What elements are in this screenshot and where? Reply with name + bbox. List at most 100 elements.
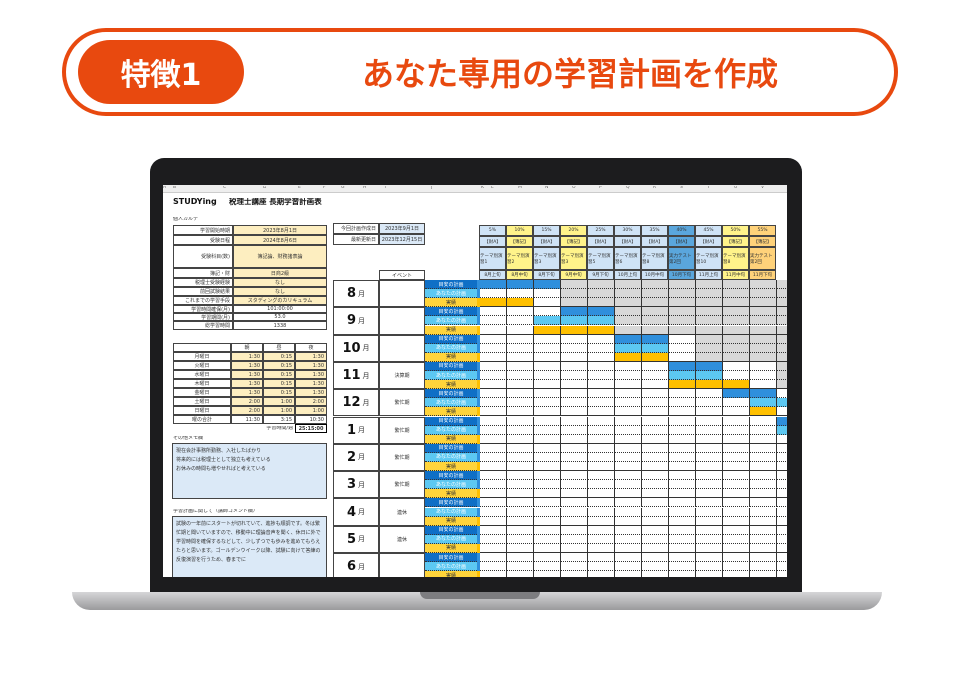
gantt-cell[interactable] [561, 343, 588, 353]
time-value[interactable]: 1:30 [295, 370, 327, 379]
gantt-cell[interactable] [696, 416, 723, 426]
karte-value[interactable]: 2024年8月6日 [233, 235, 327, 245]
gantt-cell[interactable] [480, 562, 507, 572]
gantt-cell[interactable] [588, 352, 615, 362]
gantt-cell[interactable] [588, 489, 615, 499]
gantt-cell[interactable] [588, 571, 615, 577]
gantt-cell[interactable] [561, 398, 588, 408]
gantt-cell[interactable] [588, 452, 615, 462]
event-cell[interactable] [379, 553, 425, 577]
gantt-cell[interactable] [615, 325, 642, 335]
gantt-cell[interactable] [750, 316, 777, 326]
gantt-cell[interactable] [534, 398, 561, 408]
gantt-cell[interactable] [696, 562, 723, 572]
gantt-cell[interactable] [534, 489, 561, 499]
gantt-cell[interactable] [534, 543, 561, 553]
gantt-cell[interactable] [669, 380, 696, 390]
gantt-cell[interactable] [723, 480, 750, 490]
gantt-cell[interactable] [561, 307, 588, 317]
gantt-cell[interactable] [750, 307, 777, 317]
gantt-cell[interactable] [507, 562, 534, 572]
gantt-cell[interactable] [615, 543, 642, 553]
time-value[interactable]: 1:00 [263, 397, 295, 406]
gantt-cell[interactable] [588, 543, 615, 553]
gantt-cell[interactable] [750, 425, 777, 435]
gantt-cell[interactable] [696, 298, 723, 308]
gantt-cell[interactable] [696, 325, 723, 335]
gantt-cell[interactable] [669, 471, 696, 481]
gantt-cell[interactable] [480, 489, 507, 499]
gantt-cell[interactable] [534, 525, 561, 535]
karte-value[interactable]: スタディングのカリキュラム [233, 296, 327, 305]
plan-created-value[interactable]: 2023年9月1日 [379, 223, 425, 234]
gantt-cell[interactable] [669, 352, 696, 362]
time-value[interactable]: 1:30 [295, 388, 327, 397]
gantt-cell[interactable] [588, 343, 615, 353]
gantt-cell[interactable] [615, 316, 642, 326]
gantt-cell[interactable] [723, 425, 750, 435]
gantt-cell[interactable] [561, 280, 588, 290]
gantt-cell[interactable] [561, 298, 588, 308]
time-value[interactable]: 1:30 [295, 361, 327, 370]
karte-value[interactable]: 2023年8月1日 [233, 225, 327, 235]
gantt-cell[interactable] [534, 498, 561, 508]
gantt-cell[interactable] [642, 489, 669, 499]
gantt-cell[interactable] [669, 334, 696, 344]
gantt-cell[interactable] [696, 280, 723, 290]
gantt-cell[interactable] [696, 334, 723, 344]
gantt-cell[interactable] [507, 398, 534, 408]
gantt-cell[interactable] [723, 553, 750, 563]
gantt-cell[interactable] [507, 280, 534, 290]
gantt-cell[interactable] [561, 316, 588, 326]
gantt-cell[interactable] [750, 352, 777, 362]
gantt-cell[interactable] [723, 443, 750, 453]
gantt-cell[interactable] [534, 452, 561, 462]
gantt-cell[interactable] [534, 534, 561, 544]
time-value[interactable]: 1:30 [231, 379, 263, 388]
gantt-cell[interactable] [507, 525, 534, 535]
gantt-cell[interactable] [777, 407, 787, 417]
gantt-cell[interactable] [642, 307, 669, 317]
gantt-cell[interactable] [480, 480, 507, 490]
time-value[interactable]: 1:30 [231, 388, 263, 397]
gantt-cell[interactable] [480, 280, 507, 290]
gantt-cell[interactable] [669, 289, 696, 299]
gantt-cell[interactable] [696, 389, 723, 399]
gantt-cell[interactable] [669, 434, 696, 444]
gantt-cell[interactable] [696, 371, 723, 381]
gantt-cell[interactable] [588, 398, 615, 408]
gantt-cell[interactable] [588, 416, 615, 426]
gantt-cell[interactable] [480, 398, 507, 408]
gantt-cell[interactable] [723, 471, 750, 481]
gantt-cell[interactable] [615, 343, 642, 353]
gantt-cell[interactable] [669, 507, 696, 517]
gantt-cell[interactable] [534, 471, 561, 481]
karte-value[interactable]: 1338 [233, 321, 327, 330]
gantt-cell[interactable] [480, 380, 507, 390]
gantt-cell[interactable] [507, 480, 534, 490]
gantt-cell[interactable] [561, 416, 588, 426]
gantt-cell[interactable] [669, 452, 696, 462]
gantt-cell[interactable] [615, 471, 642, 481]
gantt-cell[interactable] [723, 334, 750, 344]
gantt-cell[interactable] [750, 398, 777, 408]
gantt-cell[interactable] [534, 407, 561, 417]
time-value[interactable]: 1:30 [231, 361, 263, 370]
gantt-cell[interactable] [480, 443, 507, 453]
gantt-cell[interactable] [669, 416, 696, 426]
gantt-cell[interactable] [777, 534, 787, 544]
gantt-cell[interactable] [507, 452, 534, 462]
gantt-cell[interactable] [669, 498, 696, 508]
gantt-cell[interactable] [480, 516, 507, 526]
gantt-cell[interactable] [615, 562, 642, 572]
gantt-cell[interactable] [750, 407, 777, 417]
gantt-cell[interactable] [534, 361, 561, 371]
gantt-cell[interactable] [561, 480, 588, 490]
gantt-cell[interactable] [750, 298, 777, 308]
gantt-cell[interactable] [507, 534, 534, 544]
gantt-cell[interactable] [588, 498, 615, 508]
gantt-cell[interactable] [669, 525, 696, 535]
gantt-cell[interactable] [480, 571, 507, 577]
gantt-cell[interactable] [588, 361, 615, 371]
gantt-cell[interactable] [480, 389, 507, 399]
